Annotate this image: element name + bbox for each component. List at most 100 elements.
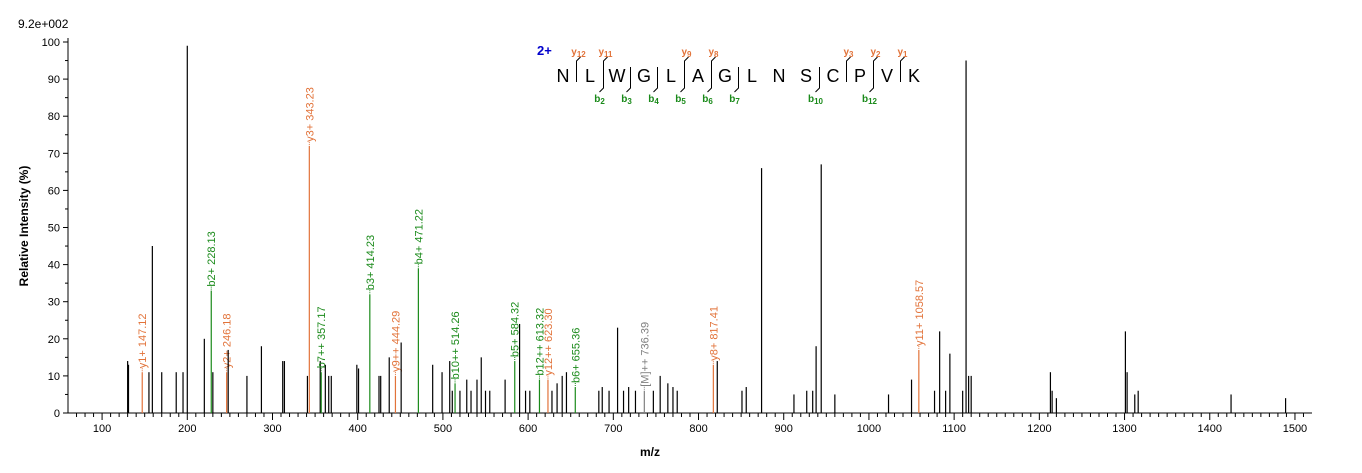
y-tick-label: 20 [48,334,60,346]
y-ion-cleavage-mark [603,56,608,82]
y-ion-label: y11 [598,47,613,59]
sequence-residue: V [881,66,893,86]
b-ion-cleavage-mark [653,67,658,93]
y-ion-label: y3 [843,47,854,59]
sequence-residue: A [692,66,704,86]
peak-label: b5+ 584.32 [510,302,522,357]
y-ion-cleavage-mark [900,56,905,82]
sequence-residue: L [666,66,676,86]
sequence-residue: G [718,66,732,86]
b-ion-index: 7 [735,97,740,106]
y-ion-cleavage-mark [684,56,689,82]
intensity-scale-label: 9.2e+002 [18,17,69,31]
y-ion-index: 9 [687,50,692,59]
peak-label: b6+ 655.36 [570,328,582,383]
b-ion-label: b5 [675,94,686,106]
peak-label: b3+ 414.23 [365,235,377,290]
peak-label: b4+ 471.22 [413,209,425,264]
y-tick-label: 0 [54,408,60,420]
y-ion-label: y12 [571,47,586,59]
y-axis-title: Relative Intensity (%) [17,166,31,287]
sequence-residue: K [908,66,920,86]
b-ion-label: b6 [702,94,713,106]
y-tick-label: 10 [48,371,60,383]
y-tick-label: 80 [48,111,60,123]
y-tick-label: 50 [48,223,60,235]
peak-label: y3+ 343.23 [304,87,316,142]
x-tick-label: 1100 [942,423,966,435]
peak-label: b2+ 228.13 [206,231,218,286]
b-ion-cleavage-mark [734,67,739,93]
x-axis-title: m/z [640,445,660,459]
y-ion-index: 2 [876,50,881,59]
peak-label: y1+ 147.12 [137,313,149,368]
b-ion-label: b10 [808,94,824,106]
y-ion-label: y1 [897,47,908,59]
sequence-residue: G [637,66,651,86]
b-ion-index: 12 [868,97,877,106]
peak-label: y8+ 817.41 [708,306,720,361]
sequence-residue: N [557,66,570,86]
y-tick-label: 100 [42,37,60,49]
x-tick-label: 700 [604,423,622,435]
y-ion-cleavage-mark [846,56,851,82]
peak-label: y2+ 246.18 [222,313,234,368]
b-ion-index: 5 [681,97,686,106]
plot-area: 0 10 20 30 40 50 60 70 80 90 100 100 200 300 400 500 600… [42,37,1312,435]
peak-label: b12++ 613.32 [534,308,546,376]
x-tick-label: 1500 [1283,423,1307,435]
b-ion-index: 2 [600,97,605,106]
b-ion-index: 6 [708,97,713,106]
sequence-residue: S [800,66,812,86]
peak-label: y12++ 623.30 [543,308,555,375]
b-ion-index: 3 [627,97,632,106]
x-tick-label: 1200 [1027,423,1051,435]
b-ion-cleavage-mark [815,67,820,93]
x-tick-label: 1300 [1112,423,1136,435]
sequence-residue: L [585,66,595,86]
b-ion-cleavage-mark [680,67,685,93]
b-ion-index: 4 [654,97,659,106]
b-ion-label: b3 [621,94,632,106]
peak-label: [M]++ 736.39 [639,322,651,387]
x-tick-label: 200 [178,423,196,435]
peak-label: b10++ 514.26 [450,311,462,379]
b-ion-label: b4 [648,94,659,106]
sequence-residue: W [609,66,626,86]
x-tick-label: 400 [349,423,367,435]
x-tick-label: 900 [775,423,793,435]
sequence-residue: L [747,66,757,86]
sequence-residue: N [773,66,786,86]
y-ion-cleavage-mark [576,56,581,82]
b-ion-cleavage-mark [626,67,631,93]
y-ion-index: 3 [849,50,854,59]
x-tick-label: 1000 [857,423,881,435]
y-tick-label: 60 [48,185,60,197]
y-ion-index: 12 [577,50,586,59]
x-tick-label: 800 [689,423,707,435]
b-ion-label: b2 [594,94,605,106]
y-ion-index: 1 [903,50,908,59]
b-ion-cleavage-mark [707,67,712,93]
y-tick-label: 40 [48,260,60,272]
peak-label: y9++ 444.29 [390,311,402,372]
y-ion-cleavage-mark [711,56,716,82]
b-ion-index: 10 [814,97,823,106]
x-tick-label: 600 [519,423,537,435]
charge-state-label: 2+ [537,43,552,58]
x-tick-label: 1400 [1198,423,1222,435]
y-ion-label: y8 [708,47,719,59]
x-tick-label: 100 [93,423,111,435]
sequence-residue: P [854,66,866,86]
x-tick-label: 500 [434,423,452,435]
y-ion-label: y9 [681,47,692,59]
y-ion-label: y2 [870,47,881,59]
y-ion-index: 8 [714,50,719,59]
y-tick-label: 70 [48,148,60,160]
x-tick-label: 300 [263,423,281,435]
sequence-residue: C [827,66,840,86]
peak-label: y11+ 1058.57 [914,280,926,346]
b-ion-label: b12 [862,94,878,106]
y-tick-label: 30 [48,297,60,309]
